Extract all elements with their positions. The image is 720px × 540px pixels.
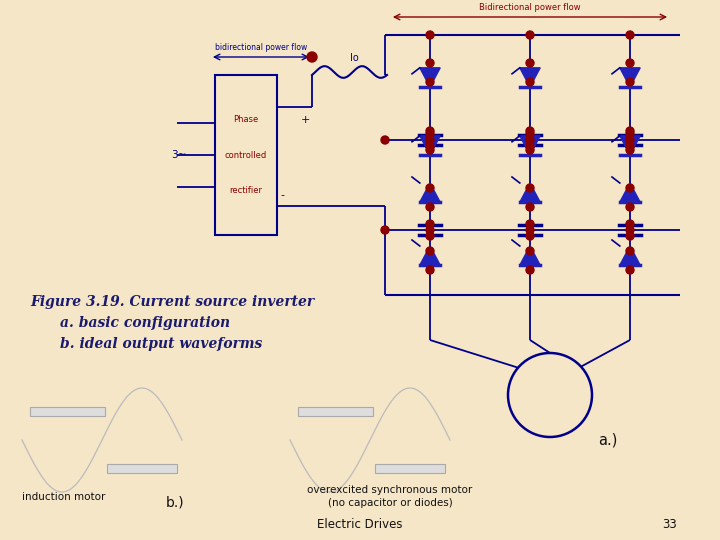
Polygon shape (520, 136, 540, 155)
Text: a.): a.) (598, 433, 618, 448)
Text: rectifier: rectifier (230, 186, 263, 195)
Circle shape (626, 136, 634, 144)
Circle shape (426, 136, 434, 144)
Bar (298, 407, 373, 416)
Text: controlled: controlled (225, 151, 267, 159)
Circle shape (426, 130, 434, 138)
Circle shape (426, 232, 434, 240)
Polygon shape (420, 246, 440, 265)
Circle shape (526, 130, 534, 138)
Text: b. ideal output waveforms: b. ideal output waveforms (60, 337, 262, 351)
Polygon shape (420, 136, 440, 155)
Text: Figure 3.19. Current source inverter: Figure 3.19. Current source inverter (30, 295, 314, 309)
Polygon shape (520, 68, 540, 87)
Polygon shape (520, 183, 540, 202)
Polygon shape (620, 183, 640, 202)
Circle shape (526, 146, 534, 154)
Circle shape (526, 232, 534, 240)
Circle shape (626, 184, 634, 192)
Bar (215, 75, 277, 235)
Circle shape (626, 127, 634, 135)
Text: Io: Io (350, 53, 359, 63)
Circle shape (307, 52, 317, 62)
Circle shape (526, 136, 534, 144)
Text: a. basic configuration: a. basic configuration (60, 316, 230, 330)
Polygon shape (620, 246, 640, 265)
Circle shape (426, 247, 434, 255)
Text: Phase: Phase (233, 116, 258, 124)
Text: Electric Drives: Electric Drives (318, 518, 402, 531)
Text: a.c. motor: a.c. motor (531, 390, 570, 400)
Text: 3~: 3~ (171, 150, 187, 160)
Text: bidirectional power flow: bidirectional power flow (215, 43, 307, 52)
Circle shape (626, 31, 634, 39)
Circle shape (626, 226, 634, 234)
Circle shape (426, 266, 434, 274)
Circle shape (526, 78, 534, 86)
Text: Bidirectional power flow: Bidirectional power flow (480, 3, 581, 12)
Text: (no capacitor or diodes): (no capacitor or diodes) (328, 498, 452, 508)
Circle shape (426, 203, 434, 211)
Circle shape (626, 266, 634, 274)
Circle shape (526, 220, 534, 228)
Circle shape (526, 247, 534, 255)
Circle shape (626, 59, 634, 67)
Circle shape (526, 203, 534, 211)
Circle shape (626, 203, 634, 211)
Circle shape (526, 266, 534, 274)
Polygon shape (620, 136, 640, 155)
Circle shape (426, 127, 434, 135)
Circle shape (626, 247, 634, 255)
Circle shape (626, 78, 634, 86)
Circle shape (626, 220, 634, 228)
Text: induction motor: induction motor (22, 492, 105, 502)
Circle shape (426, 220, 434, 228)
Circle shape (426, 142, 434, 150)
Circle shape (426, 59, 434, 67)
Polygon shape (520, 246, 540, 265)
Text: +: + (301, 115, 310, 125)
Text: b.): b.) (166, 496, 184, 510)
Circle shape (508, 353, 592, 437)
Polygon shape (420, 183, 440, 202)
Bar (375, 464, 445, 473)
Circle shape (381, 226, 389, 234)
Bar (30, 407, 105, 416)
Circle shape (426, 146, 434, 154)
Bar (107, 464, 177, 473)
Circle shape (526, 127, 534, 135)
Circle shape (526, 59, 534, 67)
Circle shape (381, 136, 389, 144)
Circle shape (626, 142, 634, 150)
Circle shape (526, 226, 534, 234)
Text: overexcited synchronous motor: overexcited synchronous motor (307, 485, 472, 495)
Text: 33: 33 (662, 518, 678, 531)
Circle shape (626, 146, 634, 154)
Circle shape (626, 232, 634, 240)
Circle shape (426, 226, 434, 234)
Circle shape (526, 142, 534, 150)
Circle shape (426, 78, 434, 86)
Circle shape (526, 31, 534, 39)
Circle shape (526, 184, 534, 192)
Circle shape (426, 184, 434, 192)
Text: -: - (280, 190, 284, 200)
Polygon shape (620, 68, 640, 87)
Circle shape (426, 31, 434, 39)
Circle shape (626, 130, 634, 138)
Polygon shape (420, 68, 440, 87)
